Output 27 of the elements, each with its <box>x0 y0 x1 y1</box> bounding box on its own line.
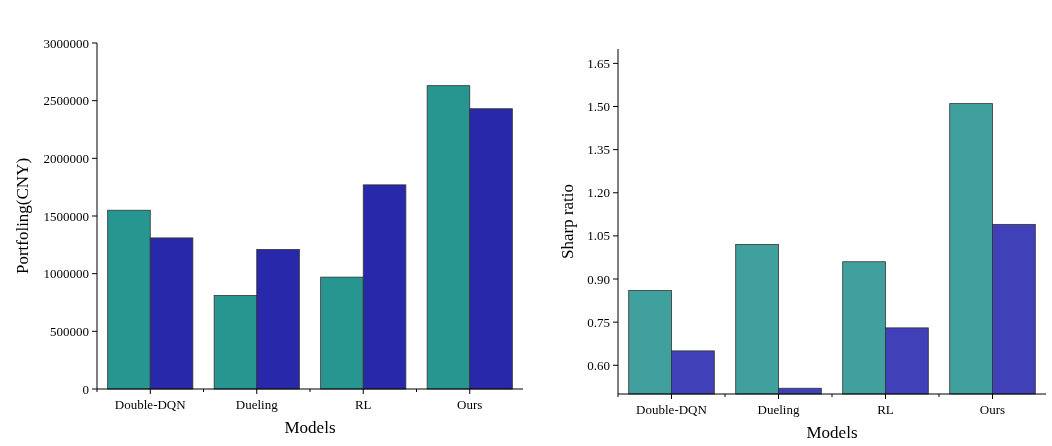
y-tick-label: 1.05 <box>587 228 610 244</box>
x-axis-title: Models <box>284 418 336 437</box>
y-axis-title: Sharp ratio <box>558 183 577 260</box>
y-tick-label: 0.75 <box>587 314 610 330</box>
y-axis-title: Portfoling(CNY) <box>13 157 32 275</box>
x-tick-label: Ours <box>979 402 1006 417</box>
y-tick-label: 1.50 <box>587 99 610 115</box>
y-tick-label: 500000 <box>50 323 89 339</box>
x-tick-label: Dueling <box>757 402 800 417</box>
y-tick-label: 0.60 <box>587 357 610 373</box>
y-tick-label: 1500000 <box>43 208 89 224</box>
y-tick-label: 0.90 <box>587 271 610 287</box>
x-tick-label: Double-DQN <box>636 402 708 417</box>
x-tick-label: Dueling <box>235 397 279 412</box>
y-tick-label: 1000000 <box>43 266 89 282</box>
y-tick-label: 3000000 <box>43 35 89 51</box>
y-tick-label: 2000000 <box>43 150 89 166</box>
y-tick-label: 1.65 <box>587 55 610 71</box>
x-tick-label: Double-DQN <box>114 397 187 412</box>
x-tick-label: RL <box>877 402 894 417</box>
x-axis-title: Models <box>806 423 858 442</box>
y-tick-label: 2500000 <box>43 93 89 109</box>
x-tick-label: RL <box>354 397 372 412</box>
y-tick-label: 1.35 <box>587 142 610 158</box>
y-tick-label: 0 <box>82 381 89 397</box>
x-tick-label: Ours <box>457 397 483 412</box>
y-tick-label: 1.20 <box>587 185 610 201</box>
